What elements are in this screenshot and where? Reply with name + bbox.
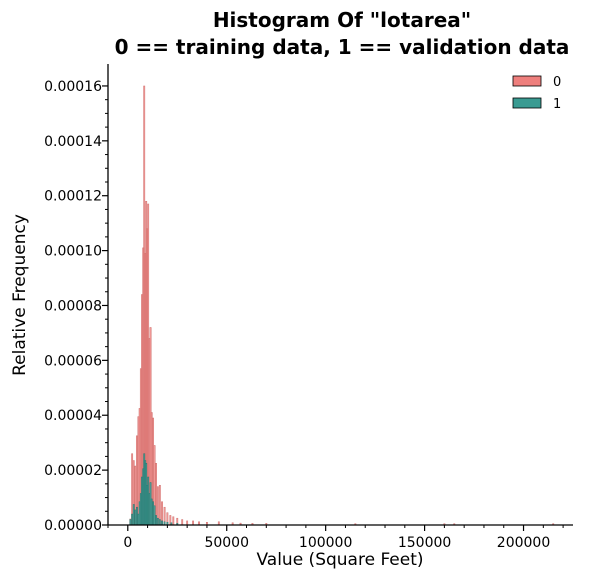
series-0-bar [172, 516, 175, 526]
y-tick-label: 0.00002 [44, 463, 102, 479]
series-1-bar [134, 509, 137, 526]
legend-swatch-1 [512, 97, 542, 109]
series-0-bar [158, 485, 161, 526]
chart-title-line-1: Histogram Of "lotarea" [213, 8, 471, 32]
chart-title-line-2: 0 == training data, 1 == validation data [115, 35, 570, 59]
series-0-bar [181, 519, 184, 526]
y-axis-ticks: 0.00000 0.00002 0.00004 0.00006 0.00008 0.000… [44, 79, 108, 534]
y-tick-label: 0.00004 [44, 408, 102, 424]
x-tick-label: 0 [123, 535, 132, 551]
x-tick-label: 100000 [299, 535, 352, 551]
series-1-bar [155, 515, 157, 526]
x-tick-label: 50000 [204, 535, 249, 551]
series-1-bar [156, 517, 159, 526]
y-tick-label: 0.00014 [44, 134, 102, 150]
series-1-bar [135, 506, 138, 526]
legend-label-0: 0 [553, 75, 561, 90]
series-1-bar [158, 519, 161, 526]
y-tick-label: 0.00010 [44, 244, 102, 260]
x-axis-title: Value (Square Feet) [256, 550, 423, 570]
series-1-bar [153, 505, 156, 526]
series-1-bar [131, 513, 134, 526]
series-1-bar [132, 504, 135, 526]
series-1-bar [152, 501, 155, 526]
x-tick-label: 200000 [497, 535, 550, 551]
y-axis-title: Relative Frequency [10, 214, 30, 376]
y-tick-label: 0.00016 [44, 79, 102, 95]
y-tick-label: 0.00006 [44, 353, 102, 369]
x-axis-ticks: 0 50000 100000 150000 200000 [107, 525, 564, 551]
series-1-bar [129, 519, 132, 526]
y-tick-label: 0.00012 [44, 189, 102, 205]
y-tick-label: 0.00008 [44, 298, 102, 314]
legend: 01 [512, 75, 561, 112]
y-tick-label: 0.00000 [44, 518, 102, 534]
legend-label-1: 1 [553, 97, 561, 112]
legend-swatch-0 [512, 75, 542, 87]
series-0-bars [129, 85, 555, 526]
x-tick-label: 150000 [398, 535, 451, 551]
